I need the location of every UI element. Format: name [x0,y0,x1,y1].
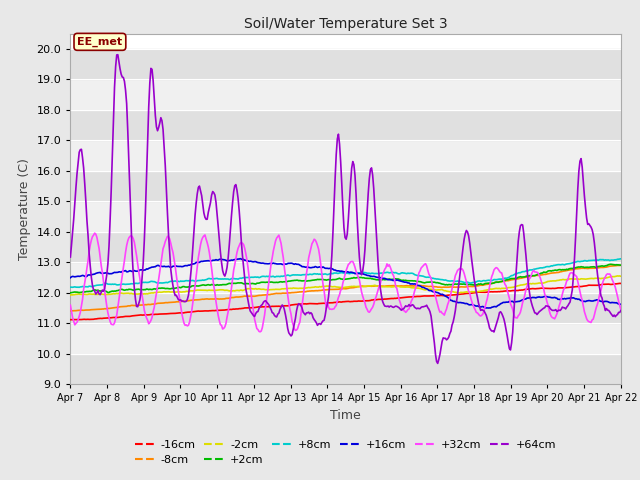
Bar [70,110,621,140]
Bar [70,232,621,262]
Bar [70,323,621,354]
Text: EE_met: EE_met [77,36,122,47]
Bar [70,49,621,79]
Legend: -16cm, -8cm, -2cm, +2cm, +8cm, +16cm, +32cm, +64cm: -16cm, -8cm, -2cm, +2cm, +8cm, +16cm, +3… [131,435,561,469]
Bar [70,79,621,110]
Bar [70,262,621,293]
Bar [70,171,621,201]
Bar [70,140,621,171]
X-axis label: Time: Time [330,408,361,421]
Bar [70,354,621,384]
Title: Soil/Water Temperature Set 3: Soil/Water Temperature Set 3 [244,17,447,31]
Y-axis label: Temperature (C): Temperature (C) [18,158,31,260]
Bar [70,293,621,323]
Bar [70,201,621,232]
